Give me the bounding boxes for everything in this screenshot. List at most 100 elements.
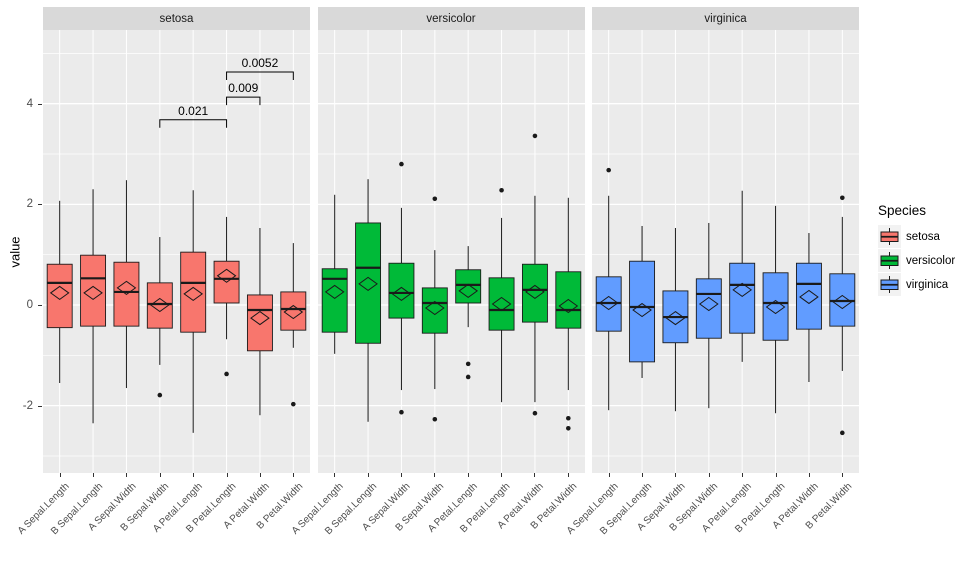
x-tick-mark xyxy=(259,473,261,477)
x-tick-mark xyxy=(808,473,810,477)
legend-title: Species xyxy=(878,203,927,218)
x-tick-mark xyxy=(842,473,844,477)
mean-diamond xyxy=(457,283,478,299)
mean-diamond xyxy=(357,276,378,291)
outlier-point xyxy=(291,401,296,407)
boxplot-versicolor-B Sepal.Length xyxy=(354,179,381,422)
outlier-point xyxy=(565,426,571,431)
x-tick-mark xyxy=(126,473,128,477)
legend-entries: setosa versicolor virginica xyxy=(878,225,955,296)
x-tick-mark xyxy=(334,473,336,477)
y-tick-label: 4 xyxy=(26,97,33,110)
facet-panel-virginica xyxy=(592,30,859,473)
boxplot-versicolor-B Petal.Length xyxy=(488,187,515,403)
legend-key-glyph xyxy=(880,276,899,293)
legend-key-versicolor xyxy=(878,249,901,272)
mean-diamond xyxy=(665,310,686,326)
mean-diamond xyxy=(832,294,853,310)
outlier-point xyxy=(606,167,611,173)
x-tick-mark xyxy=(608,473,610,477)
x-tick-mark xyxy=(293,473,295,477)
boxplot-setosa-A Sepal.Length xyxy=(46,200,73,384)
outlier-point xyxy=(432,416,437,422)
y-axis-title: value xyxy=(7,236,23,268)
facet-strip-virginica: virginica xyxy=(592,7,859,30)
facet-plot-versicolor xyxy=(317,30,585,473)
outlier-point xyxy=(498,187,504,193)
boxplot-virginica-A Sepal.Width xyxy=(662,227,689,412)
facet-panel-versicolor xyxy=(317,30,585,473)
facet-strip-label: setosa xyxy=(159,12,194,25)
mean-diamond xyxy=(732,282,753,298)
x-tick-mark xyxy=(501,473,503,477)
boxplot-versicolor-A Sepal.Length xyxy=(321,194,348,354)
pvalue-label: 0.0052 xyxy=(242,56,279,70)
boxplot-setosa-A Sepal.Width xyxy=(113,180,140,389)
boxplot-setosa-B Petal.Width xyxy=(280,243,307,407)
iqr-box xyxy=(180,251,207,333)
y-tick-label: 0 xyxy=(26,299,33,311)
legend-entry-virginica: virginica xyxy=(878,273,955,296)
x-tick-mark xyxy=(193,473,195,477)
mean-diamond xyxy=(216,268,237,283)
facet-strip-label: versicolor xyxy=(426,12,476,25)
outlier-point xyxy=(840,195,845,201)
boxplot-versicolor-A Sepal.Width xyxy=(387,161,414,415)
boxplot-virginica-B Sepal.Width xyxy=(695,222,722,409)
facet-panel-setosa: 0.021 0.009 0.0052 xyxy=(43,30,310,473)
x-tick-mark xyxy=(226,473,228,477)
iqr-box xyxy=(695,278,722,339)
pvalue-label: 0.021 xyxy=(178,104,208,118)
mean-diamond xyxy=(49,285,70,301)
y-tick-label: -2 xyxy=(22,399,33,412)
legend-entry-setosa: setosa xyxy=(878,225,955,248)
x-tick-mark xyxy=(742,473,744,477)
iqr-box xyxy=(421,287,448,334)
facet-strip-setosa: setosa xyxy=(43,7,310,30)
x-tick-mark xyxy=(467,473,469,477)
boxplot-setosa-A Petal.Length xyxy=(180,190,207,433)
mean-diamond xyxy=(324,284,345,300)
outlier-point xyxy=(398,161,404,167)
x-tick-mark xyxy=(534,473,536,477)
boxplot-versicolor-B Petal.Width xyxy=(554,197,581,431)
mean-diamond xyxy=(491,296,511,312)
iqr-box xyxy=(387,262,414,319)
mean-diamond xyxy=(799,289,819,305)
pvalue-label: 0.009 xyxy=(228,81,258,95)
mean-diamond xyxy=(116,280,137,296)
outlier-point xyxy=(224,371,229,377)
boxplot-setosa-B Sepal.Length xyxy=(80,189,107,424)
x-tick-mark xyxy=(434,473,436,477)
mean-diamond xyxy=(250,310,270,326)
iqr-box xyxy=(729,262,756,334)
x-tick-mark xyxy=(642,473,644,477)
boxplot-setosa-B Sepal.Width xyxy=(146,237,173,398)
mean-diamond xyxy=(598,295,619,311)
outlier-point xyxy=(840,430,845,436)
y-tick-mark xyxy=(38,405,42,407)
legend-key-setosa xyxy=(878,225,901,248)
legend-entry-versicolor: versicolor xyxy=(878,249,955,272)
x-tick-mark xyxy=(675,473,677,477)
pvalue-bracket xyxy=(159,119,228,128)
boxplot-versicolor-B Sepal.Width xyxy=(421,196,448,422)
pvalue-bracket xyxy=(226,71,294,80)
legend-entry-label: versicolor xyxy=(906,254,956,267)
mean-diamond xyxy=(632,302,652,318)
boxplot-setosa-B Petal.Length xyxy=(213,216,240,377)
iqr-box xyxy=(246,294,273,352)
mean-diamond xyxy=(698,296,719,312)
boxplot-versicolor-A Petal.Width xyxy=(521,133,548,416)
facet-strip-label: virginica xyxy=(704,12,747,25)
legend: Species setosa versicolor virginica xyxy=(878,203,955,297)
legend-key-virginica xyxy=(878,273,901,296)
legend-entry-label: setosa xyxy=(906,230,940,243)
boxplot-virginica-B Petal.Length xyxy=(762,205,789,414)
outlier-point xyxy=(432,196,437,202)
x-tick-mark xyxy=(367,473,369,477)
facet-plot-virginica xyxy=(592,30,859,473)
boxplot-setosa-A Petal.Width xyxy=(246,227,273,416)
x-tick-mark xyxy=(93,473,95,477)
